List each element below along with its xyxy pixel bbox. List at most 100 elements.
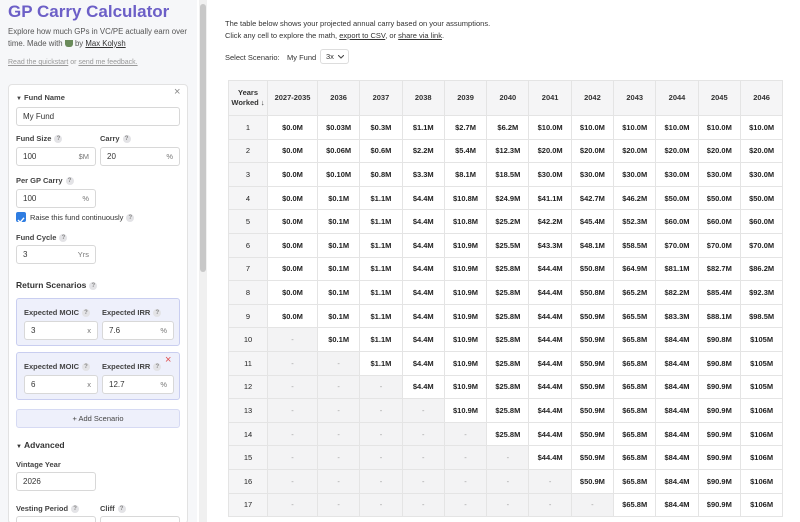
carry-cell[interactable]: $4.4M bbox=[401, 303, 445, 329]
fund-name-label[interactable]: ▼ Fund Name bbox=[16, 93, 65, 102]
carry-cell[interactable]: $44.4M bbox=[528, 327, 572, 352]
carry-cell[interactable]: $10.9M bbox=[443, 398, 488, 423]
carry-cell[interactable]: $84.4M bbox=[655, 492, 699, 518]
carry-cell[interactable]: $4.4M bbox=[401, 350, 445, 376]
carry-cell[interactable]: - bbox=[486, 445, 530, 470]
carry-cell[interactable]: $0.1M bbox=[316, 327, 361, 352]
help-icon[interactable]: ? bbox=[89, 282, 98, 290]
carry-cell[interactable]: $8.1M bbox=[443, 162, 488, 187]
carry-cell[interactable]: $6.2M bbox=[486, 115, 530, 140]
carry-cell[interactable]: $65.8M bbox=[613, 398, 657, 423]
carry-cell[interactable]: $92.3M bbox=[739, 280, 784, 305]
carry-cell[interactable]: $20.0M bbox=[739, 138, 784, 164]
carry-cell[interactable]: $48.1M bbox=[570, 232, 615, 258]
carry-cell[interactable]: $60.0M bbox=[697, 209, 741, 234]
carry-cell[interactable]: - bbox=[359, 468, 403, 494]
carry-cell[interactable]: $10.0M bbox=[739, 115, 784, 140]
author-link[interactable]: Max Kolysh bbox=[85, 39, 126, 48]
carry-cell[interactable]: $44.4M bbox=[528, 303, 572, 329]
carry-cell[interactable]: $44.4M bbox=[528, 374, 572, 400]
carry-cell[interactable]: $50.9M bbox=[570, 421, 615, 447]
carry-input[interactable]: 20% bbox=[100, 147, 180, 166]
carry-cell[interactable]: $84.4M bbox=[655, 350, 699, 376]
carry-cell[interactable]: $24.9M bbox=[486, 185, 530, 211]
carry-cell[interactable]: $105M bbox=[739, 350, 784, 376]
carry-cell[interactable]: $42.2M bbox=[528, 209, 572, 234]
carry-cell[interactable]: $30.0M bbox=[570, 162, 615, 187]
carry-cell[interactable]: $81.1M bbox=[655, 256, 699, 282]
carry-cell[interactable]: - bbox=[316, 398, 361, 423]
carry-cell[interactable]: $82.7M bbox=[697, 256, 741, 282]
carry-cell[interactable]: $0.1M bbox=[316, 256, 361, 282]
carry-cell[interactable]: - bbox=[267, 421, 318, 447]
carry-cell[interactable]: $90.9M bbox=[697, 492, 741, 518]
carry-cell[interactable]: $50.9M bbox=[570, 445, 615, 470]
carry-cell[interactable]: $50.9M bbox=[570, 303, 615, 329]
carry-cell[interactable]: $2.2M bbox=[401, 138, 445, 164]
carry-cell[interactable]: $65.5M bbox=[613, 303, 657, 329]
carry-cell[interactable]: $44.4M bbox=[528, 350, 572, 376]
carry-cell[interactable]: $1.1M bbox=[359, 256, 403, 282]
help-icon[interactable]: ? bbox=[54, 135, 63, 143]
carry-cell[interactable]: - bbox=[443, 468, 488, 494]
carry-cell[interactable]: $90.9M bbox=[697, 421, 741, 447]
carry-cell[interactable]: $50.0M bbox=[739, 185, 784, 211]
carry-cell[interactable]: $10.0M bbox=[613, 115, 657, 140]
carry-cell[interactable]: $25.8M bbox=[486, 374, 530, 400]
carry-cell[interactable]: - bbox=[359, 398, 403, 423]
carry-cell[interactable]: $10.9M bbox=[443, 256, 488, 282]
carry-cell[interactable]: $0.0M bbox=[267, 256, 318, 282]
carry-cell[interactable]: $60.0M bbox=[655, 209, 699, 234]
carry-cell[interactable]: $3.3M bbox=[401, 162, 445, 187]
feedback-link[interactable]: send me feedback. bbox=[78, 59, 138, 66]
carry-cell[interactable]: $90.8M bbox=[697, 350, 741, 376]
carry-cell[interactable]: $58.5M bbox=[613, 232, 657, 258]
carry-cell[interactable]: - bbox=[528, 492, 572, 518]
help-icon[interactable]: ? bbox=[122, 135, 131, 143]
carry-cell[interactable]: $4.4M bbox=[401, 327, 445, 352]
carry-cell[interactable]: $106M bbox=[739, 445, 784, 470]
carry-cell[interactable]: - bbox=[267, 445, 318, 470]
carry-cell[interactable]: $0.0M bbox=[267, 162, 318, 187]
carry-cell[interactable]: $25.5M bbox=[486, 232, 530, 258]
remove-scenario[interactable]: × bbox=[165, 354, 172, 366]
carry-cell[interactable]: $41.1M bbox=[528, 185, 572, 211]
fund-cycle-input[interactable]: 3 Yrs bbox=[16, 245, 96, 264]
carry-cell[interactable]: $10.0M bbox=[570, 115, 615, 140]
carry-cell[interactable]: $65.8M bbox=[613, 374, 657, 400]
irr-input[interactable]: 12.7% bbox=[102, 375, 174, 394]
carry-cell[interactable]: $46.2M bbox=[613, 185, 657, 211]
carry-cell[interactable]: $25.8M bbox=[486, 303, 530, 329]
carry-cell[interactable]: $20.0M bbox=[613, 138, 657, 164]
carry-cell[interactable]: $44.4M bbox=[528, 280, 572, 305]
carry-cell[interactable]: $0.0M bbox=[267, 209, 318, 234]
carry-cell[interactable]: - bbox=[316, 468, 361, 494]
carry-cell[interactable]: $4.4M bbox=[401, 209, 445, 234]
advanced-heading[interactable]: ▼ Advanced bbox=[16, 440, 65, 450]
carry-cell[interactable]: - bbox=[267, 468, 318, 494]
carry-cell[interactable]: - bbox=[443, 492, 488, 518]
carry-cell[interactable]: $50.9M bbox=[570, 398, 615, 423]
carry-cell[interactable]: $50.8M bbox=[570, 280, 615, 305]
carry-cell[interactable]: $12.3M bbox=[486, 138, 530, 164]
carry-cell[interactable]: $25.8M bbox=[486, 421, 530, 447]
carry-cell[interactable]: $50.8M bbox=[570, 256, 615, 282]
quickstart-link[interactable]: Read the quickstart bbox=[8, 59, 69, 66]
carry-cell[interactable]: - bbox=[316, 445, 361, 470]
carry-cell[interactable]: $64.9M bbox=[613, 256, 657, 282]
carry-cell[interactable]: $1.1M bbox=[359, 303, 403, 329]
carry-cell[interactable]: - bbox=[267, 492, 318, 518]
carry-cell[interactable]: $20.0M bbox=[528, 138, 572, 164]
carry-cell[interactable]: - bbox=[316, 492, 361, 518]
carry-cell[interactable]: $84.4M bbox=[655, 421, 699, 447]
carry-cell[interactable]: $90.9M bbox=[697, 468, 741, 494]
close-fund[interactable]: × bbox=[174, 86, 181, 98]
fund-select[interactable]: My Fund bbox=[287, 53, 317, 62]
carry-cell[interactable]: $90.9M bbox=[697, 445, 741, 470]
carry-cell[interactable]: $50.0M bbox=[655, 185, 699, 211]
carry-cell[interactable]: $65.8M bbox=[613, 445, 657, 470]
carry-cell[interactable]: - bbox=[486, 492, 530, 518]
carry-cell[interactable]: $25.8M bbox=[486, 350, 530, 376]
carry-cell[interactable]: $50.9M bbox=[570, 327, 615, 352]
